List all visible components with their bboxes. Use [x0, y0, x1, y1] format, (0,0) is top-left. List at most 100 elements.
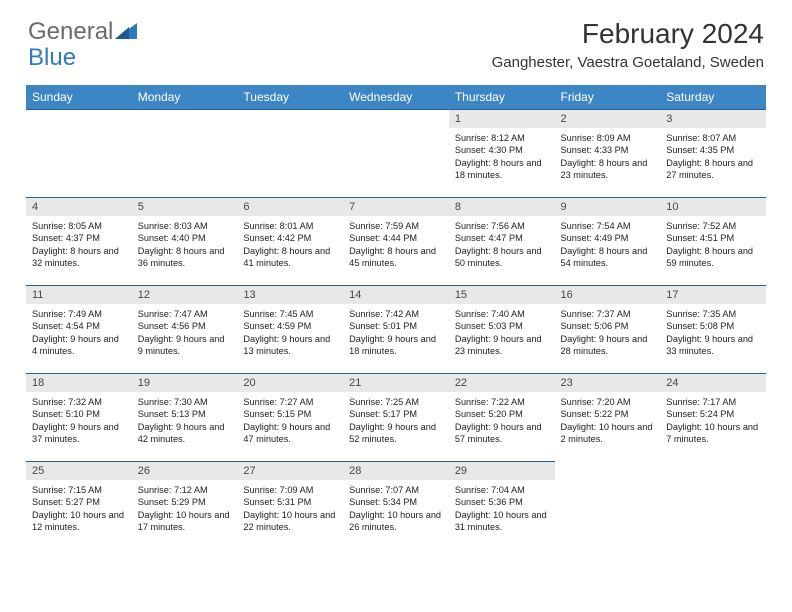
day-details: Sunrise: 7:25 AMSunset: 5:17 PMDaylight:…: [343, 392, 449, 448]
calendar-header-row: SundayMondayTuesdayWednesdayThursdayFrid…: [26, 85, 766, 109]
day-details: Sunrise: 7:30 AMSunset: 5:13 PMDaylight:…: [132, 392, 238, 448]
day-details: Sunrise: 7:35 AMSunset: 5:08 PMDaylight:…: [660, 304, 766, 360]
calendar-cell: 19Sunrise: 7:30 AMSunset: 5:13 PMDayligh…: [132, 373, 238, 461]
day-details: Sunrise: 7:20 AMSunset: 5:22 PMDaylight:…: [555, 392, 661, 448]
calendar-cell: 17Sunrise: 7:35 AMSunset: 5:08 PMDayligh…: [660, 285, 766, 373]
day-details: Sunrise: 8:12 AMSunset: 4:30 PMDaylight:…: [449, 128, 555, 184]
calendar-row: 4Sunrise: 8:05 AMSunset: 4:37 PMDaylight…: [26, 197, 766, 285]
day-details: Sunrise: 7:15 AMSunset: 5:27 PMDaylight:…: [26, 480, 132, 536]
calendar-cell: 2Sunrise: 8:09 AMSunset: 4:33 PMDaylight…: [555, 109, 661, 197]
calendar-cell: 27Sunrise: 7:09 AMSunset: 5:31 PMDayligh…: [237, 461, 343, 549]
calendar-cell: 8Sunrise: 7:56 AMSunset: 4:47 PMDaylight…: [449, 197, 555, 285]
calendar-cell: 3Sunrise: 8:07 AMSunset: 4:35 PMDaylight…: [660, 109, 766, 197]
day-number: 26: [132, 461, 238, 480]
day-number: 14: [343, 285, 449, 304]
day-details: Sunrise: 7:42 AMSunset: 5:01 PMDaylight:…: [343, 304, 449, 360]
calendar-cell: 20Sunrise: 7:27 AMSunset: 5:15 PMDayligh…: [237, 373, 343, 461]
day-number: 5: [132, 197, 238, 216]
calendar-cell: [132, 109, 238, 197]
calendar-cell: 16Sunrise: 7:37 AMSunset: 5:06 PMDayligh…: [555, 285, 661, 373]
day-number: 29: [449, 461, 555, 480]
calendar-cell: [660, 461, 766, 549]
day-details: Sunrise: 7:45 AMSunset: 4:59 PMDaylight:…: [237, 304, 343, 360]
location-subtitle: Ganghester, Vaestra Goetaland, Sweden: [492, 54, 764, 71]
weekday-header: Thursday: [449, 85, 555, 109]
day-number: 28: [343, 461, 449, 480]
day-details: Sunrise: 7:49 AMSunset: 4:54 PMDaylight:…: [26, 304, 132, 360]
calendar-body: 1Sunrise: 8:12 AMSunset: 4:30 PMDaylight…: [26, 109, 766, 549]
calendar-table: SundayMondayTuesdayWednesdayThursdayFrid…: [26, 85, 766, 549]
day-details: Sunrise: 8:01 AMSunset: 4:42 PMDaylight:…: [237, 216, 343, 272]
calendar-cell: 25Sunrise: 7:15 AMSunset: 5:27 PMDayligh…: [26, 461, 132, 549]
day-number: 21: [343, 373, 449, 392]
calendar-cell: 28Sunrise: 7:07 AMSunset: 5:34 PMDayligh…: [343, 461, 449, 549]
calendar-cell: 7Sunrise: 7:59 AMSunset: 4:44 PMDaylight…: [343, 197, 449, 285]
calendar-cell: 5Sunrise: 8:03 AMSunset: 4:40 PMDaylight…: [132, 197, 238, 285]
day-number: 19: [132, 373, 238, 392]
day-number: 15: [449, 285, 555, 304]
day-number: 2: [555, 109, 661, 128]
day-details: Sunrise: 7:40 AMSunset: 5:03 PMDaylight:…: [449, 304, 555, 360]
day-details: Sunrise: 7:37 AMSunset: 5:06 PMDaylight:…: [555, 304, 661, 360]
day-details: Sunrise: 8:07 AMSunset: 4:35 PMDaylight:…: [660, 128, 766, 184]
calendar-cell: 1Sunrise: 8:12 AMSunset: 4:30 PMDaylight…: [449, 109, 555, 197]
day-details: Sunrise: 8:03 AMSunset: 4:40 PMDaylight:…: [132, 216, 238, 272]
weekday-header: Sunday: [26, 85, 132, 109]
day-number: 12: [132, 285, 238, 304]
calendar-cell: 6Sunrise: 8:01 AMSunset: 4:42 PMDaylight…: [237, 197, 343, 285]
weekday-header: Friday: [555, 85, 661, 109]
calendar-row: 1Sunrise: 8:12 AMSunset: 4:30 PMDaylight…: [26, 109, 766, 197]
day-number: 8: [449, 197, 555, 216]
calendar-cell: [237, 109, 343, 197]
logo-blue-text-wrap: Blue: [28, 44, 76, 72]
calendar-cell: 18Sunrise: 7:32 AMSunset: 5:10 PMDayligh…: [26, 373, 132, 461]
day-number: 6: [237, 197, 343, 216]
calendar-cell: 12Sunrise: 7:47 AMSunset: 4:56 PMDayligh…: [132, 285, 238, 373]
weekday-header: Tuesday: [237, 85, 343, 109]
weekday-header: Monday: [132, 85, 238, 109]
day-details: Sunrise: 7:22 AMSunset: 5:20 PMDaylight:…: [449, 392, 555, 448]
day-number: 11: [26, 285, 132, 304]
logo-text-2: Blue: [28, 44, 76, 71]
calendar-cell: 23Sunrise: 7:20 AMSunset: 5:22 PMDayligh…: [555, 373, 661, 461]
day-number: 4: [26, 197, 132, 216]
day-number: 1: [449, 109, 555, 128]
weekday-header: Wednesday: [343, 85, 449, 109]
day-number: 18: [26, 373, 132, 392]
day-details: Sunrise: 7:04 AMSunset: 5:36 PMDaylight:…: [449, 480, 555, 536]
calendar-cell: 11Sunrise: 7:49 AMSunset: 4:54 PMDayligh…: [26, 285, 132, 373]
day-details: Sunrise: 7:12 AMSunset: 5:29 PMDaylight:…: [132, 480, 238, 536]
day-details: Sunrise: 7:56 AMSunset: 4:47 PMDaylight:…: [449, 216, 555, 272]
day-number: 24: [660, 373, 766, 392]
day-details: Sunrise: 7:27 AMSunset: 5:15 PMDaylight:…: [237, 392, 343, 448]
calendar-cell: [555, 461, 661, 549]
page-header: General February 2024 Ganghester, Vaestr…: [0, 0, 792, 79]
logo-triangle-icon: [115, 18, 137, 46]
logo-text-1: General: [28, 18, 113, 46]
calendar-cell: 15Sunrise: 7:40 AMSunset: 5:03 PMDayligh…: [449, 285, 555, 373]
calendar-cell: 14Sunrise: 7:42 AMSunset: 5:01 PMDayligh…: [343, 285, 449, 373]
calendar-row: 25Sunrise: 7:15 AMSunset: 5:27 PMDayligh…: [26, 461, 766, 549]
day-details: Sunrise: 7:17 AMSunset: 5:24 PMDaylight:…: [660, 392, 766, 448]
calendar-cell: 26Sunrise: 7:12 AMSunset: 5:29 PMDayligh…: [132, 461, 238, 549]
day-number: 9: [555, 197, 661, 216]
calendar-row: 11Sunrise: 7:49 AMSunset: 4:54 PMDayligh…: [26, 285, 766, 373]
calendar-cell: 13Sunrise: 7:45 AMSunset: 4:59 PMDayligh…: [237, 285, 343, 373]
month-title: February 2024: [492, 18, 764, 50]
day-details: Sunrise: 7:52 AMSunset: 4:51 PMDaylight:…: [660, 216, 766, 272]
day-number: 3: [660, 109, 766, 128]
calendar-cell: 22Sunrise: 7:22 AMSunset: 5:20 PMDayligh…: [449, 373, 555, 461]
day-number: 17: [660, 285, 766, 304]
calendar-cell: [343, 109, 449, 197]
day-details: Sunrise: 7:09 AMSunset: 5:31 PMDaylight:…: [237, 480, 343, 536]
day-details: Sunrise: 7:59 AMSunset: 4:44 PMDaylight:…: [343, 216, 449, 272]
day-details: Sunrise: 7:54 AMSunset: 4:49 PMDaylight:…: [555, 216, 661, 272]
logo: General: [28, 18, 137, 46]
calendar-cell: 4Sunrise: 8:05 AMSunset: 4:37 PMDaylight…: [26, 197, 132, 285]
calendar-cell: 29Sunrise: 7:04 AMSunset: 5:36 PMDayligh…: [449, 461, 555, 549]
calendar-cell: 10Sunrise: 7:52 AMSunset: 4:51 PMDayligh…: [660, 197, 766, 285]
day-details: Sunrise: 7:47 AMSunset: 4:56 PMDaylight:…: [132, 304, 238, 360]
day-details: Sunrise: 8:05 AMSunset: 4:37 PMDaylight:…: [26, 216, 132, 272]
day-number: 22: [449, 373, 555, 392]
day-number: 10: [660, 197, 766, 216]
